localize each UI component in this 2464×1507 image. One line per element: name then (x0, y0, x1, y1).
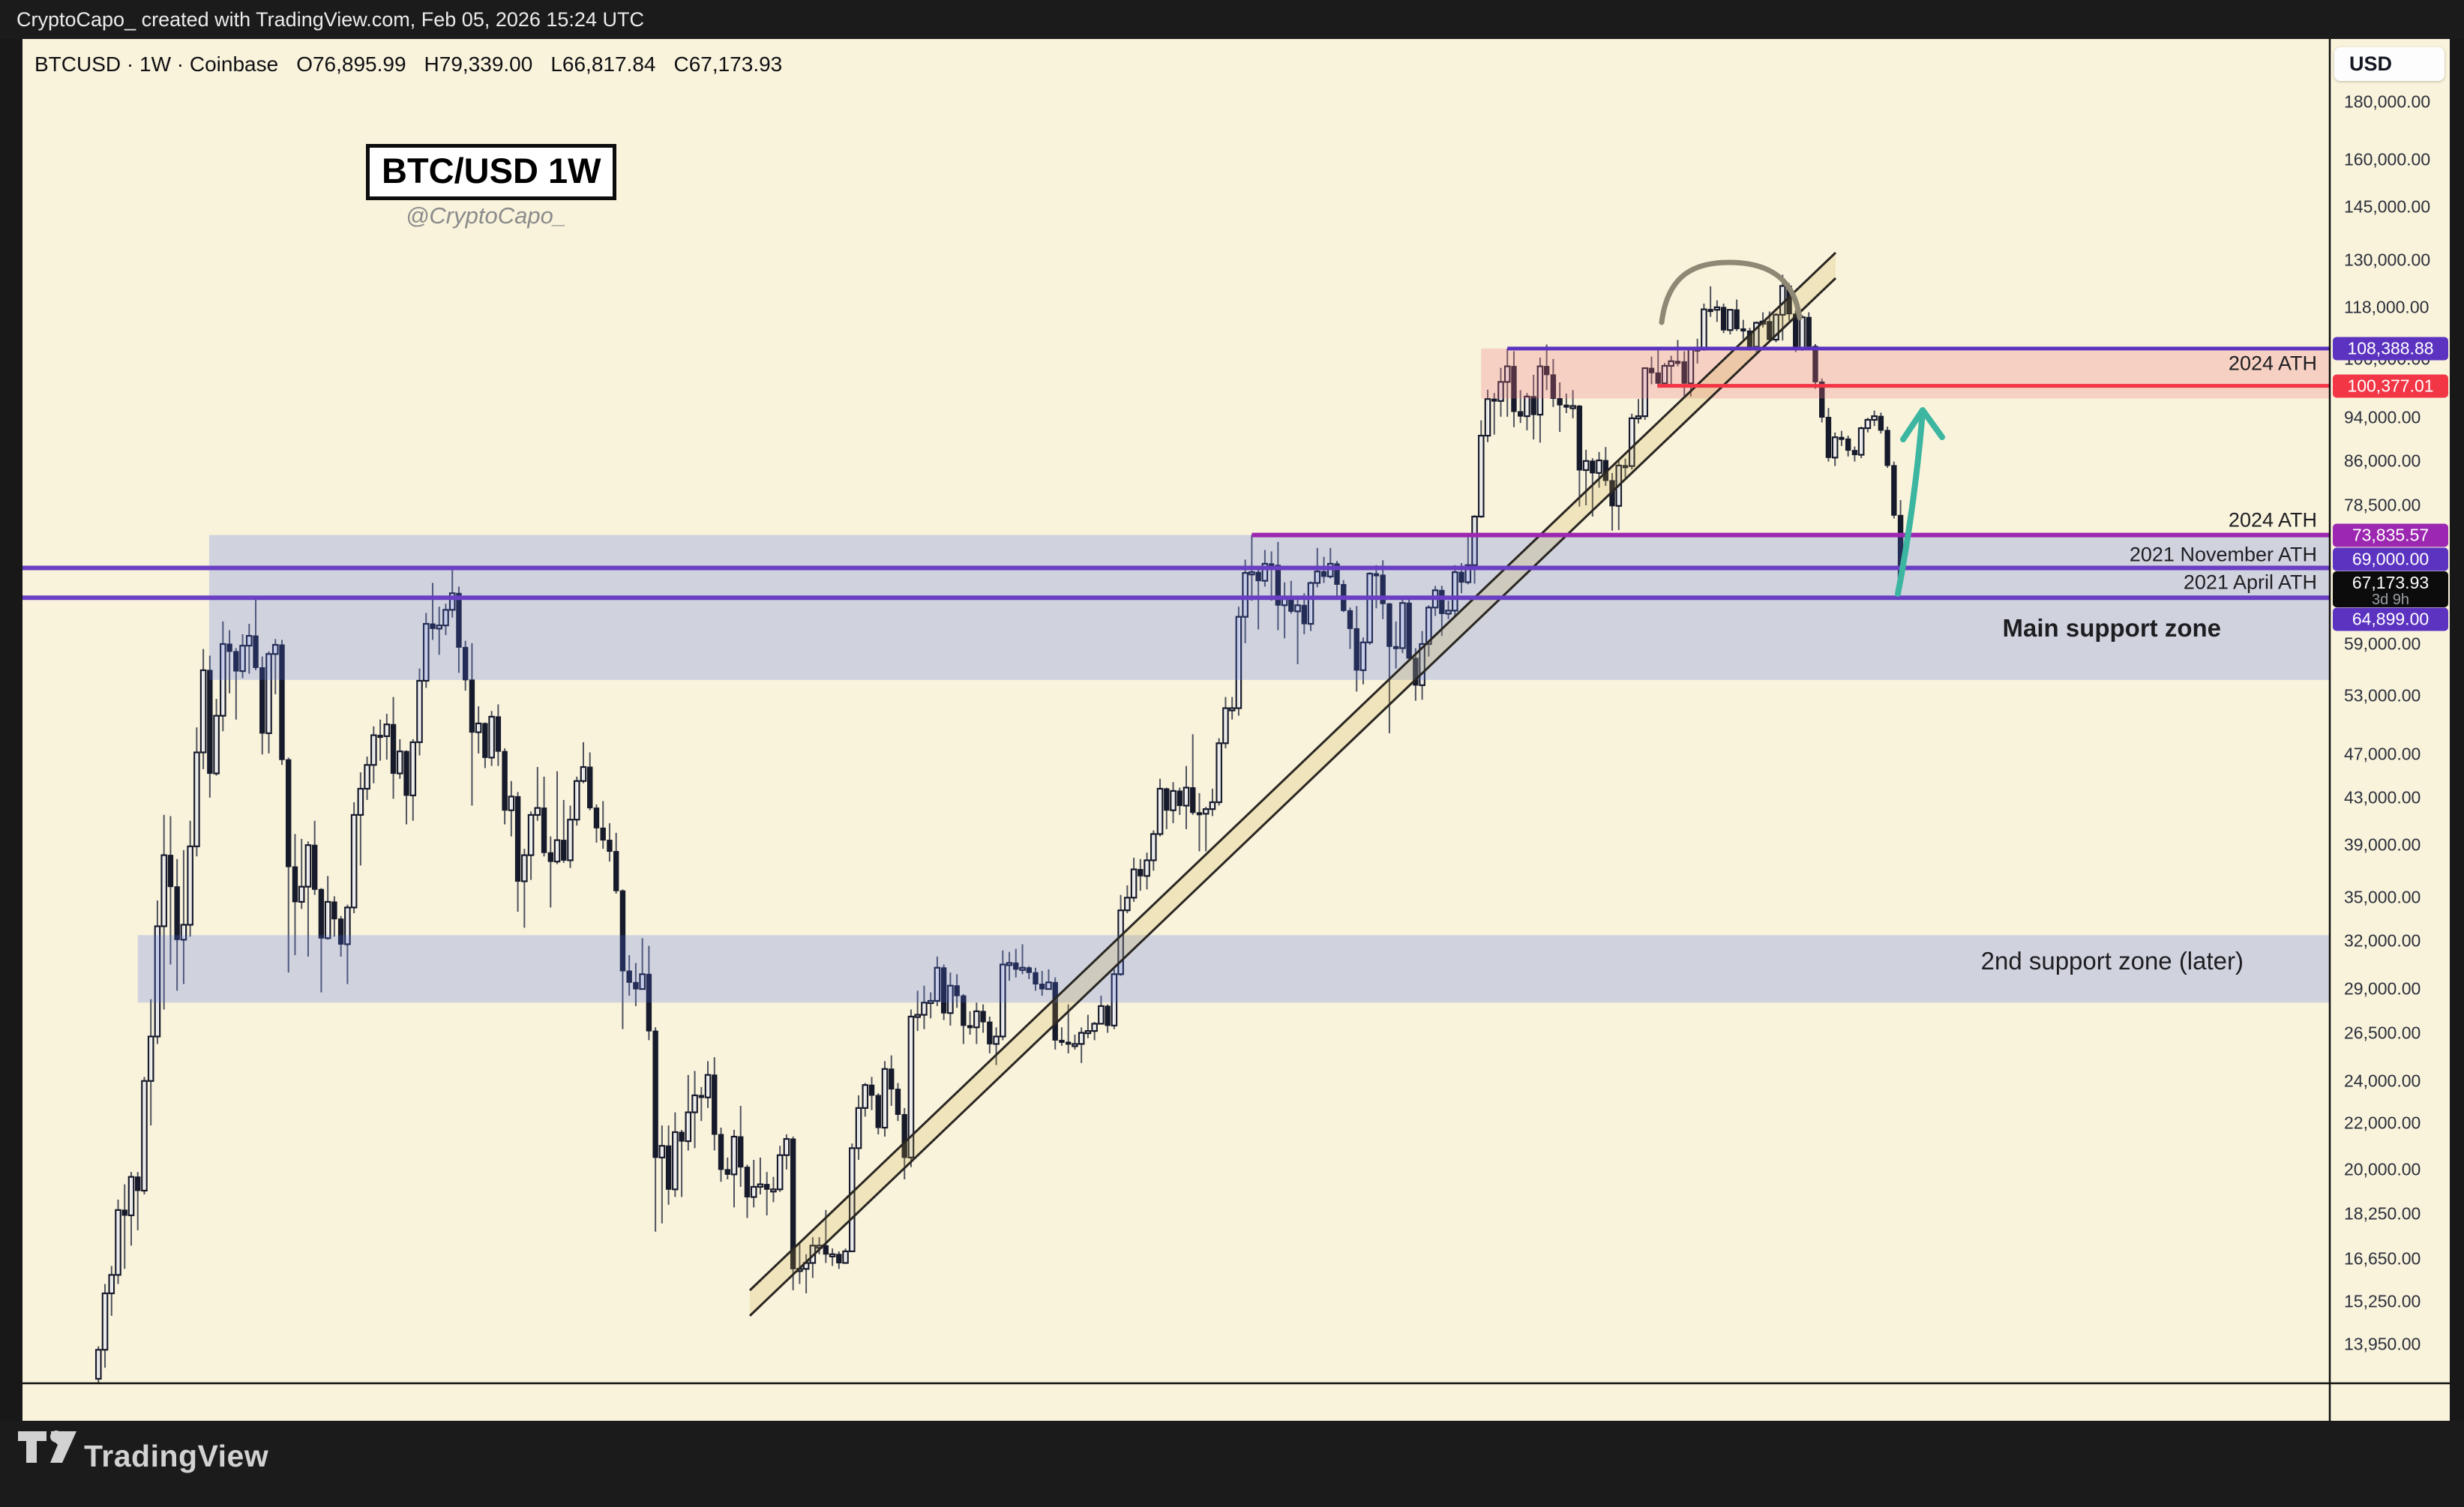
countdown-timer: 3d 9h (2371, 592, 2410, 608)
price-level-label: 108,388.88 (2333, 337, 2448, 361)
title-drawing[interactable]: BTC/USD 1W (366, 144, 617, 200)
price-tick: 145,000.00 (2344, 196, 2431, 217)
symbol-title[interactable]: BTCUSD · 1W · Coinbase (34, 52, 279, 76)
chart-annotation: 2021 April ATH (2183, 571, 2317, 594)
price-tick: 15,250.00 (2344, 1291, 2421, 1311)
price-tick: 13,950.00 (2344, 1334, 2421, 1354)
price-tick: 26,500.00 (2344, 1023, 2421, 1043)
price-level-label: 64,899.00 (2333, 607, 2448, 631)
title-text: BTC/USD 1W (382, 151, 601, 190)
price-tick: 43,000.00 (2344, 787, 2421, 807)
price-tick: 32,000.00 (2344, 930, 2421, 951)
price-tick: 16,650.00 (2344, 1248, 2421, 1269)
ohlc-low: L66,817.84 (550, 52, 656, 76)
price-level-label: 69,000.00 (2333, 547, 2448, 571)
price-lines (22, 346, 2330, 601)
plot-area (22, 251, 2330, 1383)
symbol-legend[interactable]: BTCUSD · 1W · Coinbase O76,895.99 H79,339.… (34, 52, 782, 76)
support-zones (137, 348, 2330, 1003)
chart-annotation: 2024 ATH (2228, 508, 2317, 532)
price-level-label: 67,173.93 3d 9h (2333, 571, 2448, 607)
tradingview-wordmark[interactable]: TradingView (84, 1439, 269, 1473)
chart-panel[interactable] (22, 39, 2450, 1421)
ohlc-open: O76,895.99 (296, 52, 406, 76)
price-tick: 29,000.00 (2344, 978, 2421, 999)
second-support-zone (137, 935, 2330, 1003)
chart-annotation: 2nd support zone (later) (1980, 947, 2244, 975)
price-tick: 118,000.00 (2344, 297, 2430, 317)
price-tick: 53,000.00 (2344, 685, 2421, 706)
price-tick: 86,000.00 (2344, 451, 2421, 471)
projection-arrow (1895, 407, 1945, 597)
arc-annotation (1659, 259, 1803, 325)
ohlc-close: C67,173.93 (673, 52, 783, 76)
price-tick: 160,000.00 (2344, 149, 2431, 169)
price-tick: 22,000.00 (2344, 1113, 2421, 1133)
candlestick-series (94, 274, 1904, 1383)
resistance-zone (1481, 348, 2330, 399)
trend-channel (748, 251, 1837, 1317)
price-tick: 20,000.00 (2344, 1159, 2421, 1179)
footer-bar: TradingView (0, 1421, 2464, 1507)
price-tick: 78,500.00 (2344, 495, 2421, 515)
price-tick: 24,000.00 (2344, 1071, 2421, 1091)
price-tick: 18,250.00 (2344, 1203, 2421, 1224)
chart-annotation: Main support zone (2002, 614, 2222, 642)
chart-annotation: 2024 ATH (2228, 352, 2317, 375)
chart-annotation: 2021 November ATH (2129, 543, 2317, 566)
price-tick: 39,000.00 (2344, 834, 2421, 855)
price-axis[interactable]: USD 180,000.00 160,000.00 145,000.00 130,00… (2330, 39, 2450, 1421)
main-support-zone (208, 535, 2330, 680)
ohlc-high: H79,339.00 (424, 52, 533, 76)
author-handle: @CryptoCapo_ (405, 202, 567, 229)
price-tick: 35,000.00 (2344, 887, 2421, 907)
price-tick: 59,000.00 (2344, 634, 2421, 654)
price-tick: 130,000.00 (2344, 250, 2431, 270)
attribution-text: CryptoCapo_ created with TradingView.com… (16, 8, 644, 31)
price-tick: 180,000.00 (2344, 91, 2431, 112)
price-level-label: 100,377.01 (2333, 374, 2448, 398)
price-level-label: 73,835.57 (2333, 523, 2448, 547)
tradingview-logo-icon[interactable] (18, 1428, 78, 1473)
currency-toggle-button[interactable]: USD (2334, 47, 2445, 81)
attribution-bar: CryptoCapo_ created with TradingView.com… (0, 0, 2464, 39)
price-tick: 47,000.00 (2344, 744, 2421, 764)
price-tick: 94,000.00 (2344, 407, 2421, 427)
